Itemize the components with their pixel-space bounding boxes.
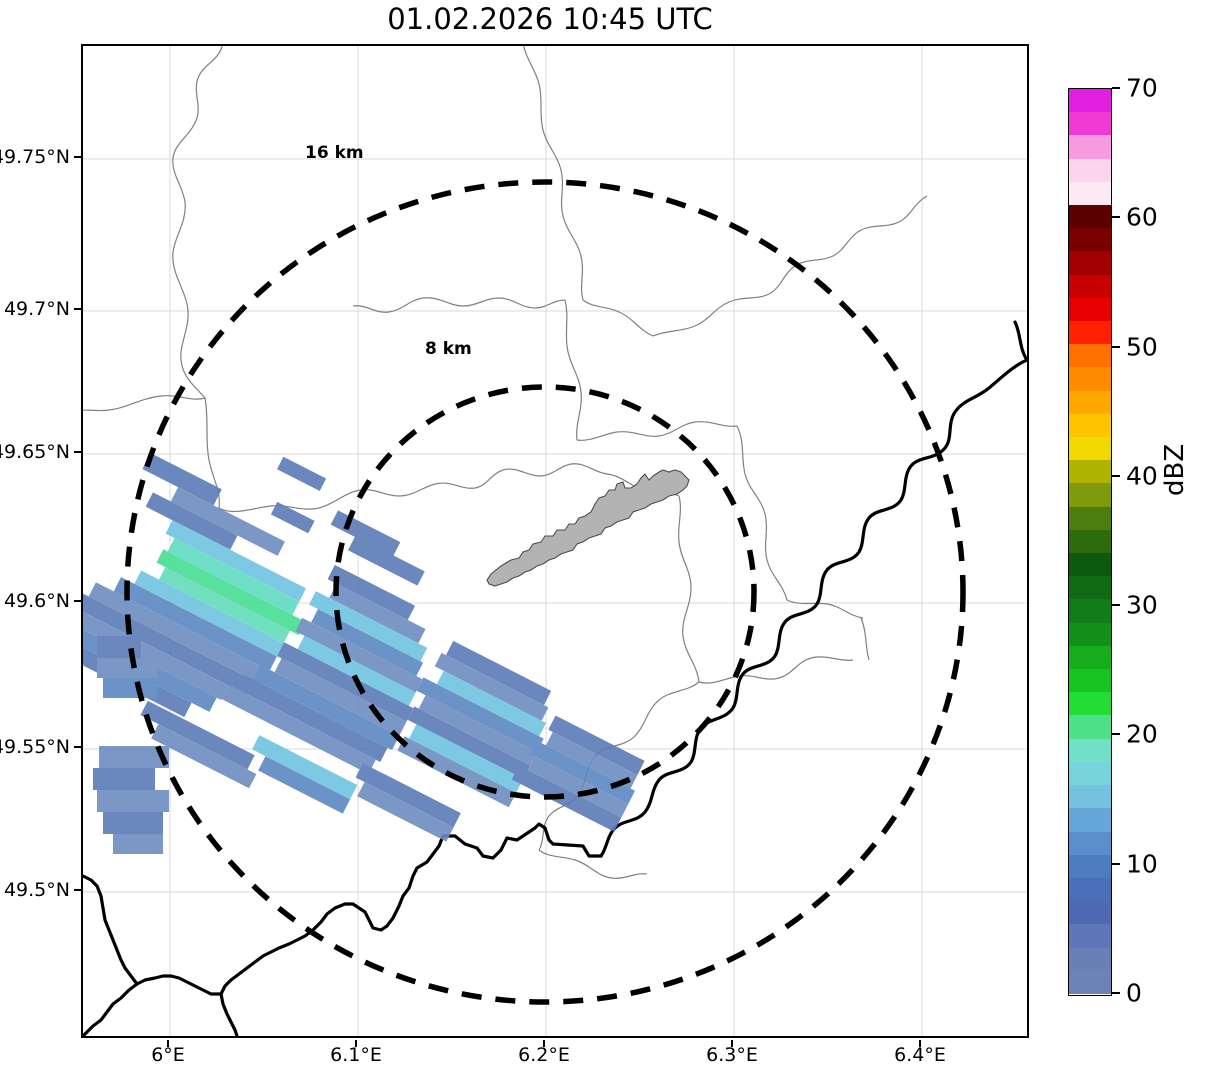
colorbar-band [1069,367,1111,391]
colorbar-band [1069,622,1111,646]
colorbar-tick-label: 10 [1126,849,1158,879]
colorbar-band [1069,970,1111,994]
colorbar-band [1069,692,1111,716]
colorbar-band [1069,112,1111,136]
colorbar-band [1069,251,1111,275]
x-tick-mark [355,1040,357,1047]
page-title: 01.02.2026 10:45 UTC [387,2,713,36]
colorbar-tick-mark [1112,474,1120,477]
y-axis: 49.75°N 49.7°N 49.65°N 49.6°N 49.55°N 49… [0,44,81,1038]
national-border [83,320,1027,1036]
map-canvas [83,46,1027,1036]
colorbar-band [1069,390,1111,414]
y-tick-label: 49.65°N [0,441,70,463]
range-ring-label-8km: 8 km [425,339,472,359]
y-tick-label: 49.55°N [0,736,70,758]
colorbar-band [1069,460,1111,484]
y-tick-label: 49.5°N [3,879,70,901]
colorbar-tick-label: 30 [1126,590,1158,620]
y-tick-mark [74,746,81,748]
colorbar-band [1069,831,1111,855]
colorbar-band [1069,529,1111,554]
colorbar-band [1069,228,1111,252]
colorbar-band [1069,506,1111,530]
colorbar-band [1069,924,1111,948]
colorbar-tick-mark [1112,733,1120,736]
colorbar-band [1069,274,1111,298]
colorbar-band [1069,901,1111,925]
x-tick-label: 6.1°E [330,1044,382,1066]
y-tick-mark [74,600,81,602]
colorbar-band [1069,947,1111,971]
range-ring-16km [124,179,966,1005]
colorbar-band [1069,483,1111,507]
colorbar-tick-label: 40 [1126,461,1158,491]
colorbar-band [1069,599,1111,623]
colorbar-band [1069,715,1111,739]
y-tick-label: 49.75°N [0,146,70,168]
x-tick-mark [731,1040,733,1047]
colorbar-tick-label: 70 [1126,73,1158,103]
map-axes[interactable]: 16 km 8 km [81,44,1029,1038]
colorbar-ticks: 0 10 20 30 40 50 60 70 [1112,74,1202,1008]
y-tick-label: 49.6°N [3,590,70,612]
colorbar-tick-mark [1112,345,1120,348]
range-ring-label-16km: 16 km [305,143,364,163]
colorbar-band [1069,553,1111,577]
colorbar-band [1069,297,1111,322]
radar-echo-layer [83,452,645,854]
colorbar-band [1069,854,1111,878]
colorbar-tick-label: 20 [1126,719,1158,749]
x-tick-label: 6°E [151,1044,185,1066]
colorbar-band [1069,181,1111,206]
colorbar-tick-mark [1112,992,1120,994]
colorbar-band [1069,877,1111,902]
range-rings [124,179,966,1005]
colorbar-band [1069,344,1111,368]
colorbar-tick-mark [1112,87,1120,89]
colorbar-band [1069,135,1111,159]
y-tick-label: 49.7°N [3,298,70,320]
y-tick-mark [74,889,81,891]
colorbar-tick-mark [1112,604,1120,607]
x-tick-label: 6.2°E [518,1044,570,1066]
colorbar-band [1069,321,1111,345]
x-axis: 6°E 6.1°E 6.2°E 6.3°E 6.4°E [81,1040,1029,1074]
x-tick-mark [543,1040,545,1047]
y-tick-mark [74,451,81,453]
colorbar-tick-mark [1112,216,1120,219]
colorbar-band [1069,576,1111,600]
colorbar-tick-label: 0 [1126,978,1142,1008]
colorbar-band [1069,808,1111,832]
x-tick-mark [167,1040,169,1047]
colorbar-tick-label: 60 [1126,202,1158,232]
colorbar-tick-mark [1112,862,1120,865]
colorbar-band [1069,669,1111,693]
colorbar-band [1069,437,1111,461]
colorbar-band [1069,738,1111,762]
city-polygon [486,469,690,587]
colorbar-band [1069,89,1111,113]
colorbar-band [1069,158,1111,182]
range-ring-8km [333,384,757,800]
y-tick-mark [74,156,81,158]
colorbar-band [1069,645,1111,670]
colorbar[interactable] [1068,88,1112,996]
colorbar-band [1069,761,1111,786]
x-tick-mark [919,1040,921,1047]
x-tick-label: 6.4°E [894,1044,946,1066]
colorbar-band [1069,413,1111,438]
x-tick-label: 6.3°E [706,1044,758,1066]
colorbar-tick-label: 50 [1126,332,1158,362]
y-tick-mark [74,308,81,310]
colorbar-band [1069,785,1111,809]
colorbar-axis-label: dBZ [1160,443,1190,496]
colorbar-band [1069,205,1111,229]
